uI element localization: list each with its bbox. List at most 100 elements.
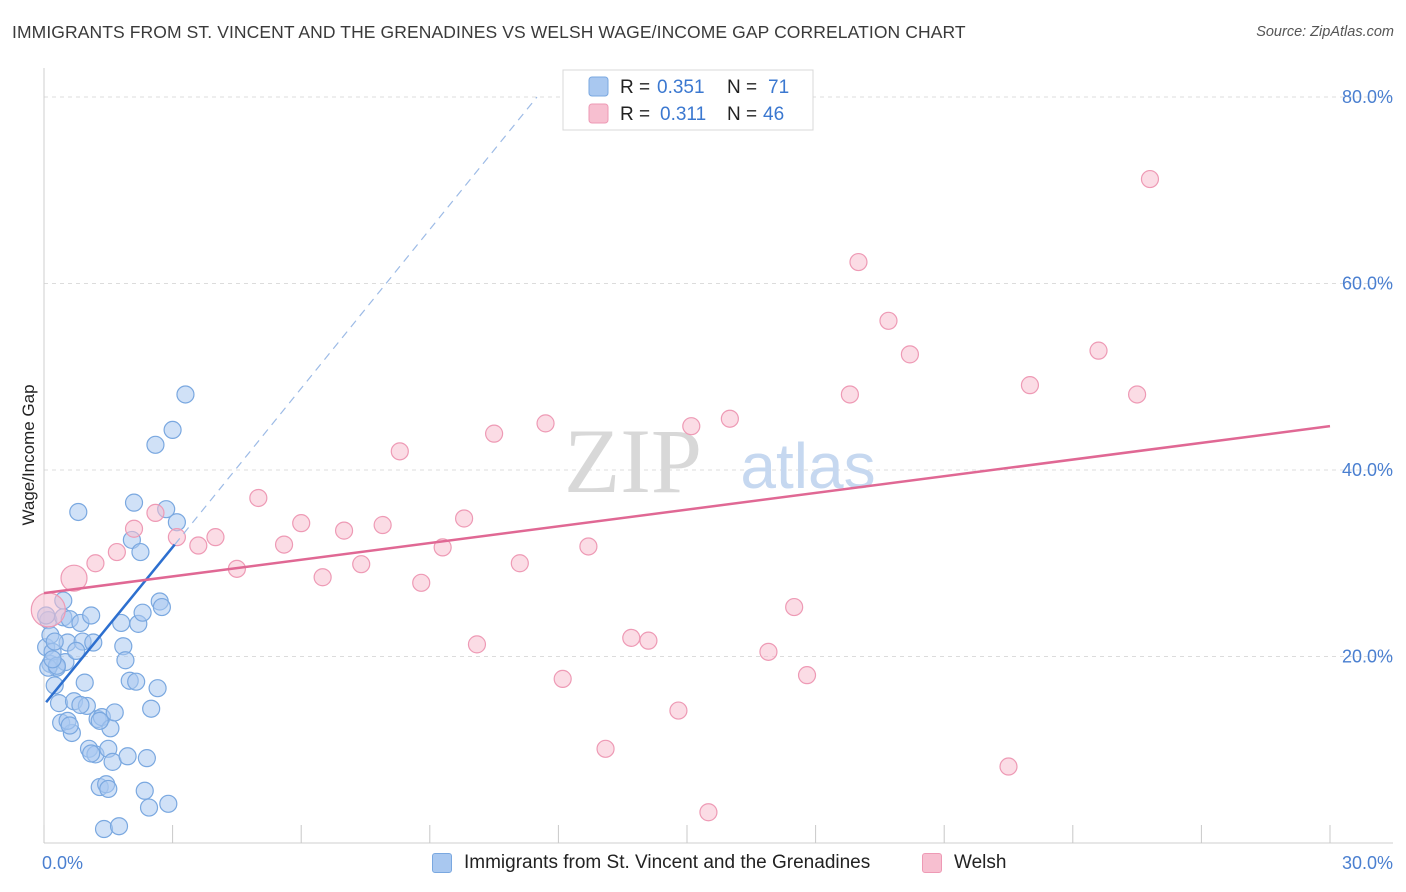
point-immigrants [75, 673, 94, 692]
point-immigrants [148, 679, 167, 698]
trend-line-immigrants [45, 543, 176, 703]
legend-r-label-2: R = [620, 104, 650, 125]
y-tick-label: 80.0% [1342, 87, 1393, 107]
point-welsh [274, 535, 294, 554]
y-axis-label: Wage/Income Gap [19, 384, 38, 525]
legend-r-label-1: R = [620, 77, 650, 98]
point-welsh [352, 555, 371, 574]
point-immigrants [60, 716, 79, 735]
point-immigrants [133, 603, 152, 622]
point-welsh [797, 666, 817, 685]
point-immigrants [142, 699, 161, 718]
legend-swatch-pink [588, 103, 609, 124]
point-immigrants [45, 676, 64, 695]
point-welsh [682, 417, 701, 436]
point-immigrants [124, 493, 144, 512]
point-welsh [669, 701, 688, 720]
point-welsh [467, 635, 487, 654]
point-immigrants [67, 641, 86, 661]
tick-labels: 20.0% 40.0% 60.0% 80.0% 0.0% 30.0% [42, 87, 1393, 873]
point-welsh [189, 536, 208, 555]
point-immigrants [82, 744, 101, 763]
y-tick-label: 20.0% [1342, 647, 1393, 667]
point-immigrants [127, 672, 146, 691]
legend-box: R = 0.351 N = 71 R = 0.311 N = 46 [562, 69, 814, 131]
point-immigrants [109, 817, 129, 836]
legend-n-label-1: N = [727, 77, 757, 98]
point-welsh [840, 385, 859, 404]
trend-line-immigrants-extension [174, 96, 538, 545]
point-immigrants [99, 779, 118, 799]
point-immigrants [152, 597, 171, 617]
legend-swatch-blue [588, 76, 609, 97]
point-welsh [86, 554, 105, 573]
point-immigrants [131, 542, 150, 562]
point-immigrants [159, 794, 178, 813]
point-welsh [334, 521, 354, 540]
point-immigrants [146, 435, 165, 454]
point-welsh [167, 528, 186, 547]
point-welsh [622, 628, 641, 647]
point-immigrants [116, 651, 135, 670]
watermark-atlas: atlas [740, 430, 875, 502]
x-tick-label: 0.0% [42, 853, 83, 873]
point-immigrants [94, 819, 114, 839]
point-welsh [536, 414, 555, 433]
point-immigrants [43, 650, 62, 669]
point-welsh [579, 537, 598, 556]
point-welsh [900, 345, 920, 364]
point-welsh [485, 424, 504, 443]
point-immigrants [118, 747, 137, 766]
point-welsh [1089, 341, 1108, 360]
point-welsh [720, 409, 739, 428]
y-tick-label: 40.0% [1342, 460, 1393, 480]
point-welsh [373, 515, 392, 535]
series-legend: Immigrants from St. Vincent and the Gren… [0, 852, 1406, 878]
point-welsh [1020, 376, 1040, 395]
legend-r-value-1: 0.351 [657, 77, 705, 98]
point-immigrants [139, 798, 159, 817]
point-welsh [60, 564, 88, 592]
chart-title: IMMIGRANTS FROM ST. VINCENT AND THE GREN… [12, 22, 966, 42]
point-immigrants [176, 385, 195, 404]
watermark-zip: ZIP [564, 410, 702, 512]
point-welsh [999, 757, 1018, 776]
point-welsh [596, 739, 615, 758]
point-welsh [553, 669, 572, 688]
point-welsh [292, 514, 311, 533]
point-immigrants [82, 606, 101, 625]
y-tick-label: 60.0% [1342, 274, 1393, 294]
point-welsh [412, 573, 431, 592]
point-welsh [759, 642, 778, 661]
point-immigrants [137, 749, 156, 768]
series-legend-label: Welsh [954, 852, 1007, 873]
series-legend-item-immigrants[interactable]: Immigrants from St. Vincent and the Gren… [432, 852, 870, 874]
point-welsh [639, 631, 658, 650]
point-immigrants [49, 694, 69, 713]
axes [43, 68, 1393, 844]
series-legend-item-welsh[interactable]: Welsh [922, 852, 1006, 874]
trend-lines [43, 96, 1331, 703]
series-legend-label: Immigrants from St. Vincent and the Gren… [464, 852, 871, 873]
point-immigrants [163, 420, 182, 440]
point-welsh [1127, 385, 1147, 404]
point-welsh [107, 542, 126, 562]
point-welsh [454, 509, 474, 528]
point-welsh [849, 252, 868, 272]
point-immigrants [71, 695, 90, 715]
point-welsh [124, 519, 144, 538]
point-welsh [1140, 169, 1160, 189]
point-welsh [699, 803, 718, 822]
point-immigrants [45, 632, 64, 651]
point-welsh [313, 568, 332, 587]
legend-r-value-2: 0.311 [660, 104, 706, 125]
point-immigrants [135, 781, 154, 800]
point-immigrants [90, 711, 109, 730]
point-welsh [146, 503, 165, 522]
point-immigrants [69, 502, 88, 522]
legend-n-label-2: N = [727, 104, 757, 125]
point-welsh [390, 442, 409, 461]
point-welsh [30, 592, 66, 628]
point-welsh [206, 528, 225, 547]
